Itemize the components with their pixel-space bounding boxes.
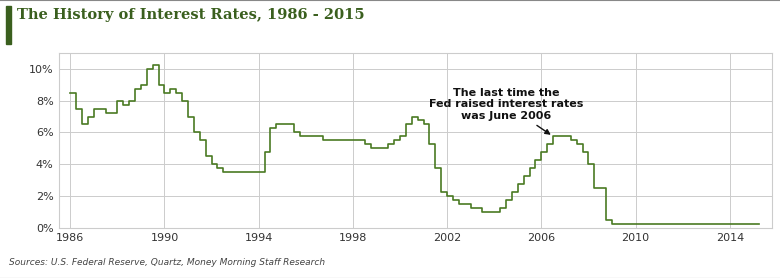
Text: The History of Interest Rates, 1986 - 2015: The History of Interest Rates, 1986 - 20… [17, 8, 365, 22]
Text: The last time the
Fed raised interest rates
was June 2006: The last time the Fed raised interest ra… [429, 88, 583, 134]
Text: Sources: U.S. Federal Reserve, Quartz, Money Morning Staff Research: Sources: U.S. Federal Reserve, Quartz, M… [9, 258, 325, 267]
